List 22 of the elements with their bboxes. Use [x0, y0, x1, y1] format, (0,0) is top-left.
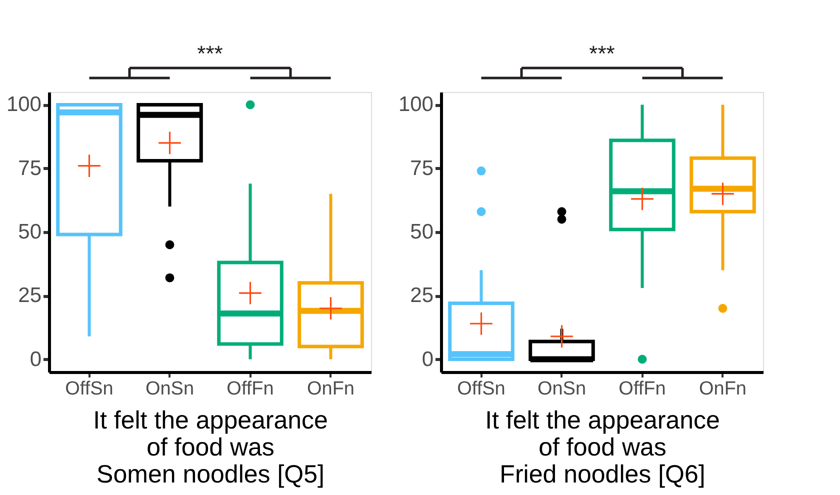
y-tick-label: 25	[18, 284, 42, 308]
x-axis-title: It felt the appearance of food was Somen noodles [Q5]	[93, 406, 328, 488]
x-tick-label: OnFn	[306, 378, 355, 400]
text: ***	[589, 41, 616, 66]
x-tick-label: OffSn	[457, 378, 506, 400]
x-tick-label: OnSn	[537, 378, 586, 400]
y-tick-label: 25	[410, 284, 434, 308]
y-tick-label: 100	[398, 93, 434, 116]
y-tick-label: 0	[30, 348, 42, 371]
y-tick-label: 75	[410, 156, 434, 180]
y-tick-label: 50	[18, 220, 42, 244]
y-tick-label: 100	[6, 93, 42, 116]
x-axis-title: It felt the appearance of food was Fried noodles [Q6]	[485, 406, 720, 488]
x-tick-label: OnSn	[145, 378, 194, 400]
text: ***	[197, 41, 224, 66]
y-tick-label: 75	[18, 156, 42, 180]
x-tick-label: OffFn	[618, 378, 666, 400]
x-tick-label: OnFn	[698, 378, 747, 400]
x-tick-label: OffFn	[226, 378, 274, 400]
x-tick-label: OffSn	[65, 378, 114, 400]
y-tick-label: 50	[410, 220, 434, 244]
y-tick-label: 0	[422, 348, 434, 371]
